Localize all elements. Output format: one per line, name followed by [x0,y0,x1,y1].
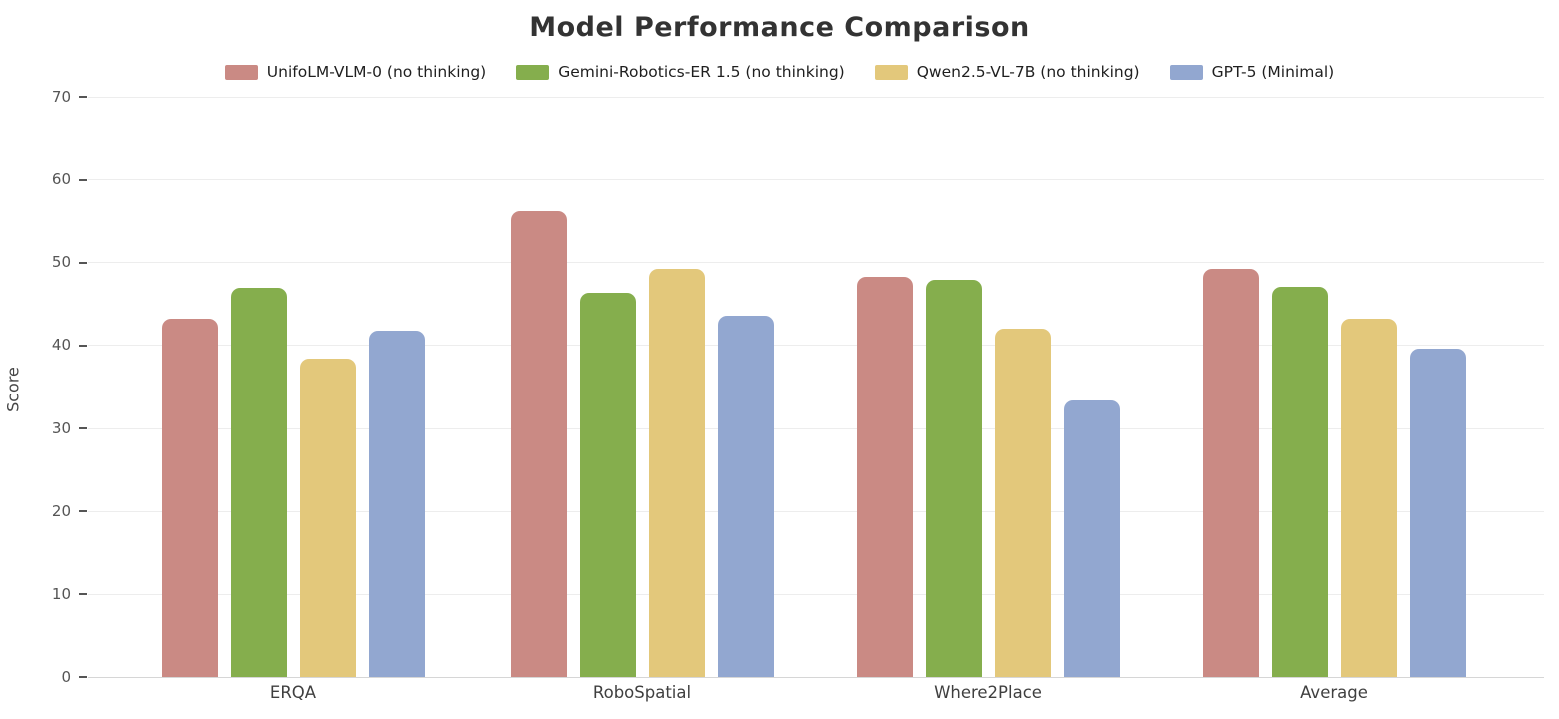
y-tick-mark [79,593,87,596]
bar [994,329,1051,677]
x-axis-category-label: Average [1300,683,1368,702]
y-tick-mark [79,261,87,264]
legend-label: UnifoLM-VLM-0 (no thinking) [266,63,487,81]
gridline [88,593,1544,595]
gridline [88,345,1544,347]
bar [1063,400,1120,677]
legend-item: Gemini-Robotics-ER 1.5 (no thinking) [516,63,845,81]
legend-label: Gemini-Robotics-ER 1.5 (no thinking) [558,63,845,81]
legend-label: GPT-5 (Minimal) [1211,63,1335,81]
y-tick-mark [79,344,87,347]
y-tick-mark [79,510,87,513]
gridline [88,179,1544,181]
bar [1202,269,1259,677]
bar [510,211,567,677]
y-tick-label: 50 [51,253,71,272]
bar [299,358,356,677]
y-tick-label: 40 [51,336,71,355]
y-tick-mark [79,96,87,98]
y-tick-label: 70 [51,87,71,106]
legend-swatch [874,64,908,80]
y-axis-label: Score [3,367,23,412]
x-axis-category-label: RoboSpatial [592,683,692,702]
bar [925,280,982,677]
y-tick-mark [79,178,87,181]
gridline [88,96,1544,98]
legend-swatch [1169,64,1203,80]
bar [230,288,287,677]
legend-label: Qwen2.5-VL-7B (no thinking) [916,63,1140,81]
chart-title: Model Performance Comparison [529,12,1030,43]
legend: UnifoLM-VLM-0 (no thinking) Gemini-Roboti… [0,63,1559,81]
bar [717,315,774,677]
gridline [88,262,1544,264]
gridline [88,510,1544,512]
y-tick-label: 60 [51,170,71,189]
gridline [88,427,1544,429]
x-axis-category-label: Where2Place [934,683,1042,702]
y-tick-label: 20 [51,501,71,520]
legend-swatch [224,64,258,80]
y-tick-mark [79,676,87,678]
bar [856,276,913,677]
y-tick-label: 10 [51,584,71,603]
x-axis-category-label: ERQA [269,683,317,702]
bar [161,319,218,677]
y-tick-mark [79,427,87,430]
y-tick-label: 0 [61,667,71,686]
legend-item: Qwen2.5-VL-7B (no thinking) [874,63,1140,81]
bar [368,330,425,677]
legend-item: UnifoLM-VLM-0 (no thinking) [224,63,487,81]
bar [1409,348,1466,677]
legend-swatch [516,64,550,80]
legend-item: GPT-5 (Minimal) [1169,63,1335,81]
bar [1271,286,1328,677]
bar [1340,319,1397,677]
bar [579,292,636,677]
gridline [88,676,1544,678]
plot-area: 0 10 20 30 40 50 60 70 ERQA RoboSpatial Where2Plac… [52,89,1544,702]
y-tick-label: 30 [51,418,71,437]
bar [648,268,705,677]
